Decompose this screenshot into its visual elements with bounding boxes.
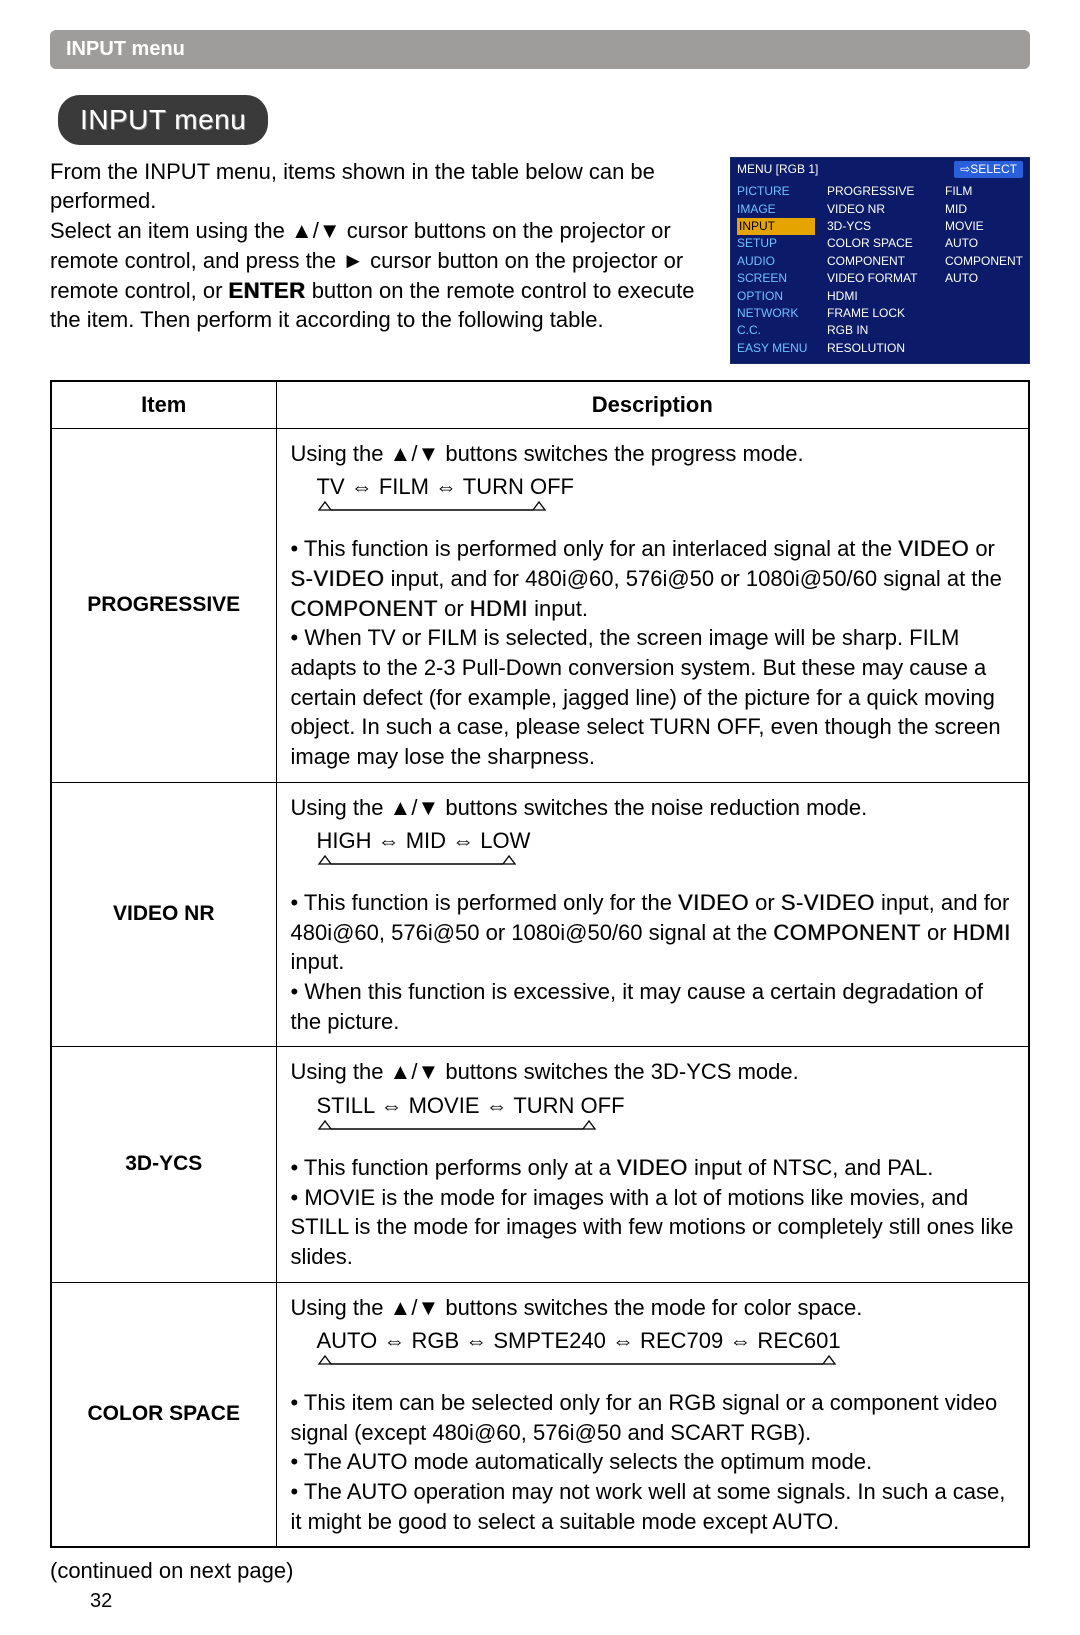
osd-entry: IMAGE (737, 201, 815, 218)
row-label: 3D-YCS (51, 1047, 276, 1282)
osd-titlebar: MENU [RGB 1] ⇨SELECT (731, 158, 1029, 181)
desc-line1: Using the ▲/▼ buttons switches the progr… (291, 439, 1015, 469)
row-label: COLOR SPACE (51, 1282, 276, 1547)
intro-p1: From the INPUT menu, items shown in the … (50, 159, 655, 214)
intro-row: From the INPUT menu, items shown in the … (50, 157, 1030, 364)
osd-entry: VIDEO NR (827, 201, 933, 218)
header-bar: INPUT menu (50, 30, 1030, 69)
osd-entry: PROGRESSIVE (827, 183, 933, 200)
table-row: 3D-YCS Using the ▲/▼ buttons switches the… (51, 1047, 1029, 1282)
cycle-arrow-icon (317, 1123, 1015, 1141)
osd-entry: COMPONENT (945, 253, 1023, 270)
osd-entry: RGB IN (827, 322, 933, 339)
intro-text: From the INPUT menu, items shown in the … (50, 157, 706, 335)
osd-entry: FILM (945, 183, 1023, 200)
osd-entry: HDMI (827, 288, 933, 305)
osd-entry: C.C. (737, 322, 815, 339)
bullet: • When this function is excessive, it ma… (291, 977, 1015, 1036)
cycle-options: AUTO ⇔ RGB ⇔ SMPTE240 ⇔ REC709 ⇔ REC601 (317, 1326, 1015, 1356)
th-desc: Description (276, 381, 1029, 428)
table-row: COLOR SPACE Using the ▲/▼ buttons switche… (51, 1282, 1029, 1547)
desc-line1: Using the ▲/▼ buttons switches the noise… (291, 793, 1015, 823)
bullet: • This item can be selected only for an … (291, 1388, 1015, 1447)
row-description: Using the ▲/▼ buttons switches the noise… (276, 782, 1029, 1047)
osd-entry: EASY MENU (737, 340, 815, 357)
osd-entry: AUDIO (737, 253, 815, 270)
row-label: PROGRESSIVE (51, 428, 276, 782)
section-title-badge: INPUT menu (58, 95, 268, 145)
osd-entry: FRAME LOCK (827, 305, 933, 322)
cycle-arrow-icon (317, 1358, 1015, 1376)
osd-entry: NETWORK (737, 305, 815, 322)
cycle-arrow-icon (317, 858, 1015, 876)
bullet: • This function is performed only for th… (291, 888, 1015, 977)
osd-title-left: MENU [RGB 1] (737, 161, 818, 178)
osd-entry: AUTO (945, 235, 1023, 252)
page-number: 32 (90, 1588, 1030, 1615)
osd-entry: OPTION (737, 288, 815, 305)
osd-entry: VIDEO FORMAT (827, 270, 933, 287)
enter-keyword: ENTER (229, 278, 306, 303)
osd-mid-col: PROGRESSIVEVIDEO NR3D-YCSCOLOR SPACECOMP… (821, 181, 939, 363)
bullet: • The AUTO mode automatically selects th… (291, 1447, 1015, 1477)
cycle-options: HIGH ⇔ MID ⇔ LOW (317, 826, 1015, 856)
osd-entry: 3D-YCS (827, 218, 933, 235)
bullet: • MOVIE is the mode for images with a lo… (291, 1183, 1015, 1272)
osd-entry: COMPONENT (827, 253, 933, 270)
osd-left-col: PICTUREIMAGEINPUTSETUPAUDIOSCREENOPTIONN… (731, 181, 821, 363)
osd-entry: INPUT (737, 218, 815, 235)
row-description: Using the ▲/▼ buttons switches the progr… (276, 428, 1029, 782)
osd-entry: SETUP (737, 235, 815, 252)
osd-entry: AUTO (945, 270, 1023, 287)
osd-right-col: FILMMIDMOVIEAUTOCOMPONENTAUTO (939, 181, 1029, 363)
row-description: Using the ▲/▼ buttons switches the mode … (276, 1282, 1029, 1547)
cycle-options: TV ⇔ FILM ⇔ TURN OFF (317, 472, 1015, 502)
settings-table: Item Description PROGRESSIVE Using the ▲/… (50, 380, 1030, 1548)
osd-title-select: ⇨SELECT (954, 161, 1023, 178)
cycle-options: STILL ⇔ MOVIE ⇔ TURN OFF (317, 1091, 1015, 1121)
osd-entry: MOVIE (945, 218, 1023, 235)
desc-line1: Using the ▲/▼ buttons switches the mode … (291, 1293, 1015, 1323)
bullet: • This function performs only at a VIDEO… (291, 1153, 1015, 1183)
osd-entry: PICTURE (737, 183, 815, 200)
osd-entry: SCREEN (737, 270, 815, 287)
osd-entry: RESOLUTION (827, 340, 933, 357)
osd-screenshot: MENU [RGB 1] ⇨SELECT PICTUREIMAGEINPUTSE… (730, 157, 1030, 364)
continued-note: (continued on next page) (50, 1556, 1030, 1586)
table-row: PROGRESSIVE Using the ▲/▼ buttons switche… (51, 428, 1029, 782)
th-item: Item (51, 381, 276, 428)
row-description: Using the ▲/▼ buttons switches the 3D-YC… (276, 1047, 1029, 1282)
bullet: • This function is performed only for an… (291, 534, 1015, 623)
desc-line1: Using the ▲/▼ buttons switches the 3D-YC… (291, 1057, 1015, 1087)
cycle-arrow-icon (317, 504, 1015, 522)
row-label: VIDEO NR (51, 782, 276, 1047)
table-row: VIDEO NR Using the ▲/▼ buttons switches t… (51, 782, 1029, 1047)
osd-entry: COLOR SPACE (827, 235, 933, 252)
bullet: • The AUTO operation may not work well a… (291, 1477, 1015, 1536)
bullet: • When TV or FILM is selected, the scree… (291, 623, 1015, 771)
osd-entry: MID (945, 201, 1023, 218)
